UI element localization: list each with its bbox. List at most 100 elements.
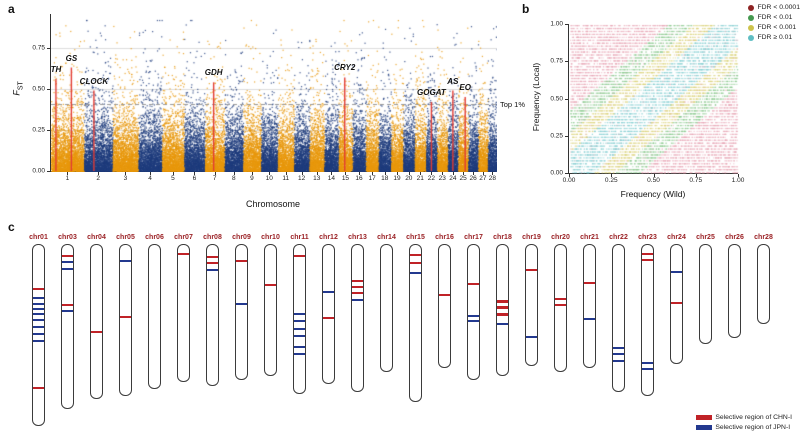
x-axis-tick-label: 27 <box>479 175 487 182</box>
fdr-legend-label: FDR < 0.0001 <box>757 4 800 11</box>
chromosome-ideogram <box>670 244 683 364</box>
chromosome-label: chr22 <box>609 234 628 241</box>
panel-b-x-axis-title: Frequency (Wild) <box>620 189 686 199</box>
selective-region-band <box>497 299 508 303</box>
selective-region-band <box>62 310 73 313</box>
chromosome-label: chr13 <box>348 234 367 241</box>
panel-b: b Frequency (Local) 0.00 0.25 0.50 0.75 1.00… <box>520 2 800 216</box>
selective-region-band <box>33 387 44 390</box>
gene-label-eo: EO <box>459 83 471 93</box>
selective-region-band <box>468 314 479 317</box>
chromosome-column-chr14: chr14 <box>372 234 401 426</box>
chromosome-label: chr09 <box>232 234 251 241</box>
x-axis-tick-mark <box>331 172 333 175</box>
y-axis-tick-label: 0.25 <box>32 126 45 134</box>
x-axis-tick-mark <box>98 172 100 175</box>
chromosome-label: chr14 <box>377 234 396 241</box>
fdr-legend-item: FDR ≥ 0.01 <box>748 34 800 41</box>
manhattan-canvas <box>51 14 497 172</box>
chromosome-label: chr19 <box>522 234 541 241</box>
frequency-scatter-canvas <box>569 24 739 174</box>
chromosome-ideogram <box>757 244 770 324</box>
x-axis-tick-mark <box>482 172 484 175</box>
chromosome-column-chr25: chr25 <box>691 234 720 426</box>
selective-region-band <box>33 297 44 300</box>
selective-region-band <box>526 269 537 271</box>
x-axis-tick-label: 0.50 <box>647 177 660 184</box>
selective-region-band <box>178 253 189 256</box>
x-axis-tick-label: 11 <box>282 175 290 182</box>
selective-region-band <box>584 318 595 321</box>
chromosome-label: chr12 <box>319 234 338 241</box>
selective-region-legend-item: Selective region of JPN-I <box>696 424 792 431</box>
x-axis-tick-label: 20 <box>405 175 413 182</box>
y-axis-tick-mark <box>47 171 51 172</box>
chromosome-ideogram <box>119 244 132 396</box>
chromosome-ideogram <box>293 244 306 394</box>
selective-region-band <box>671 301 682 304</box>
x-axis-tick-label: 22 <box>427 175 436 182</box>
selective-region-band <box>468 320 479 323</box>
chromosome-label: chr03 <box>58 234 77 241</box>
y-axis-tick-label: 0.00 <box>550 169 563 177</box>
selective-region-band <box>323 316 334 319</box>
y-axis-tick-label: 0.00 <box>32 167 45 175</box>
chromosome-ideogram <box>61 244 74 409</box>
selective-region-band <box>323 290 334 293</box>
chromosome-ideogram <box>32 244 45 426</box>
chromosome-column-chr26: chr26 <box>720 234 749 426</box>
selective-region-band <box>410 271 421 274</box>
selective-region-band <box>555 304 566 307</box>
gene-label-gdh: GDH <box>204 68 223 78</box>
chromosome-ideogram <box>380 244 393 372</box>
selective-region-band <box>584 281 595 284</box>
fdr-legend: FDR < 0.0001 FDR < 0.01 FDR < 0.001 FDR ≥ 0… <box>748 4 800 44</box>
selective-region-band <box>642 368 653 370</box>
x-axis-tick-mark <box>473 172 475 175</box>
chromosome-column-chr19: chr19 <box>517 234 546 426</box>
selective-region-band <box>33 313 44 316</box>
chromosome-label: chr21 <box>580 234 599 241</box>
x-axis-tick-mark <box>269 172 271 175</box>
selective-region-band <box>236 302 247 305</box>
fdr-legend-label: FDR ≥ 0.01 <box>757 34 793 41</box>
fdr-legend-dot <box>748 24 755 31</box>
x-axis-tick-label: 3 <box>123 175 128 182</box>
chromosome-label: chr24 <box>667 234 686 241</box>
x-axis-tick-label: 8 <box>231 175 236 182</box>
selective-region-band <box>613 353 624 356</box>
x-axis-tick-label: 5 <box>171 175 175 182</box>
frequency-scatter-plot: 0.00 0.25 0.50 0.75 1.00 0.00 0.25 0.50 0.75 1.00 <box>550 21 744 185</box>
selective-region-band <box>33 340 44 343</box>
x-axis-tick-label: 1 <box>65 175 70 182</box>
chromosome-label: chr26 <box>725 234 744 241</box>
x-axis-tick-mark <box>452 172 454 175</box>
selective-region-band <box>439 293 450 296</box>
selective-region-band <box>613 360 624 363</box>
selective-region-band <box>294 345 305 348</box>
selective-region-band <box>91 330 102 333</box>
gene-label-clock: CLOCK <box>79 76 109 86</box>
y-axis-tick-mark <box>565 135 569 137</box>
legend-swatch <box>696 425 713 430</box>
selective-region-band <box>207 261 218 264</box>
x-axis-tick-label: 25 <box>459 175 467 182</box>
chromosome-ideogram <box>554 244 567 372</box>
y-axis-tick-mark <box>565 98 569 100</box>
selective-region-band <box>642 252 653 255</box>
selective-region-band <box>33 326 44 328</box>
chromosome-column-chr24: chr24 <box>662 234 691 426</box>
chromosome-label: chr06 <box>145 234 164 241</box>
fdr-legend-dot <box>748 14 755 21</box>
chromosome-label: chr28 <box>754 234 773 241</box>
selective-region-band <box>410 262 421 265</box>
chromosome-label: chr16 <box>435 234 454 241</box>
chromosome-ideogram <box>438 244 451 368</box>
chromosome-ideogram <box>583 244 596 368</box>
x-axis-tick-label: 19 <box>393 175 401 182</box>
chromosome-column-chr20: chr20 <box>546 234 575 426</box>
x-axis-tick-mark <box>301 172 303 175</box>
x-axis-tick-label: 4 <box>148 175 152 182</box>
selective-region-band <box>352 280 363 283</box>
selective-region-band <box>294 313 305 316</box>
